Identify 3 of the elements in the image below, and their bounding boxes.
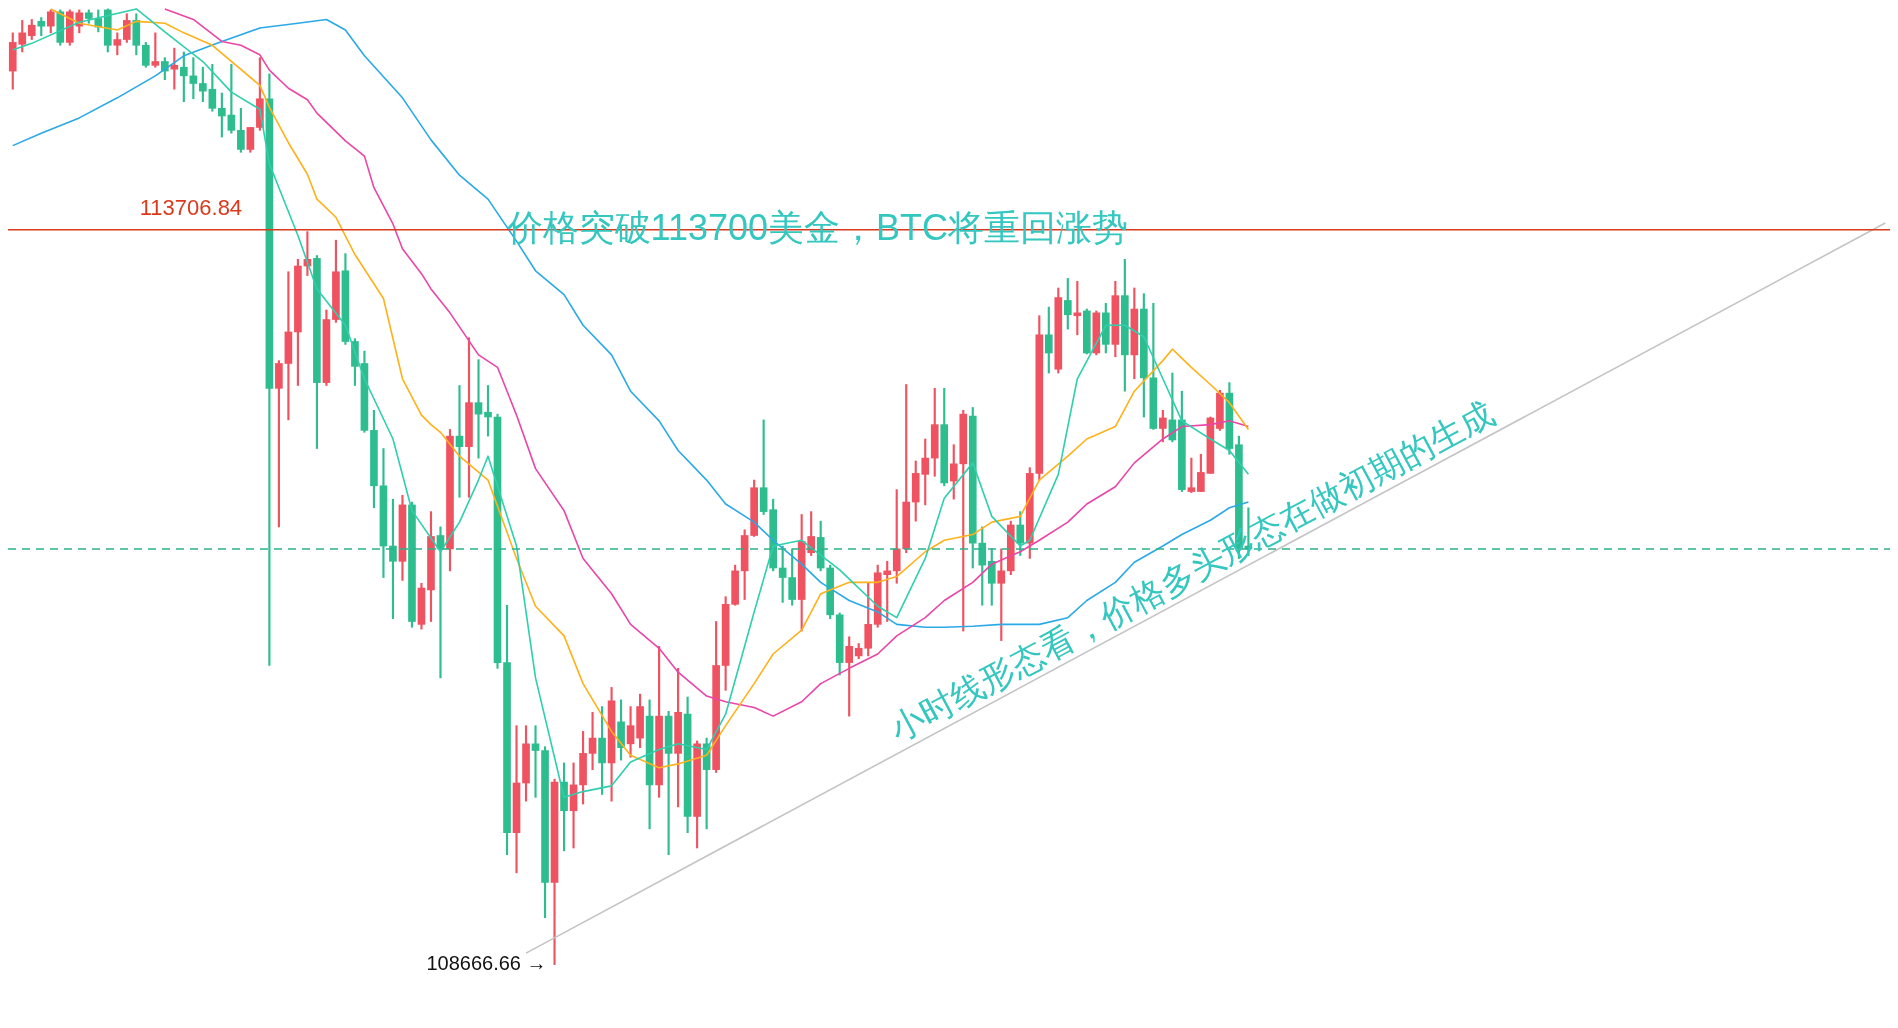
annotation: 113706.84 bbox=[139, 194, 243, 220]
annotation: 108666.66 → bbox=[426, 952, 547, 975]
annotation: 小时线形态看，价格多头形态在做初期的生成 bbox=[883, 393, 1501, 749]
